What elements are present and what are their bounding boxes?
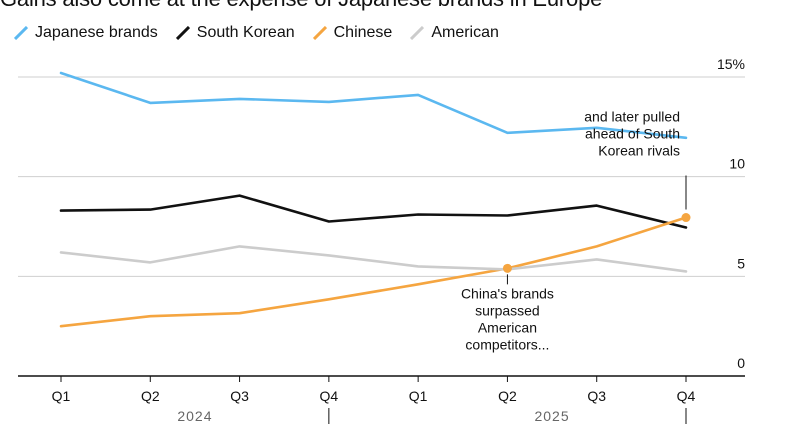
series-line-chinese	[59, 216, 688, 328]
legend-label: Chinese	[333, 24, 393, 41]
series-line-american	[59, 245, 688, 273]
legend-item-chinese: Chinese	[312, 24, 393, 42]
annotation-text: Korean rivals	[598, 143, 680, 159]
annotation-text: ahead of South	[585, 126, 680, 142]
annotation-text: surpassed	[475, 302, 540, 318]
legend-swatch	[410, 26, 425, 40]
x-tick-label: Q2	[141, 388, 160, 404]
y-tick-label: 10	[729, 156, 745, 172]
chart-title: Gains also come at the expense of Japane…	[0, 0, 602, 12]
legend-label: South Korean	[196, 24, 295, 41]
annotation-2: China's brandssurpassedAmericancompetito…	[461, 274, 554, 352]
x-tick-label: Q1	[52, 388, 71, 404]
year-label: 2025	[534, 408, 569, 424]
annotation-point	[681, 213, 691, 223]
y-tick-label: 0	[737, 355, 745, 371]
legend-item-japanese-brands: Japanese brands	[14, 24, 158, 42]
x-tick-label: Q3	[230, 388, 249, 404]
legend-swatch	[14, 26, 28, 40]
legend: Japanese brands South Korean Chinese Americ…	[14, 24, 499, 42]
legend-item-south-korean: South Korean	[175, 24, 295, 42]
legend-swatch	[312, 26, 327, 40]
legend-label: Japanese brands	[35, 24, 158, 41]
x-tick-label: Q2	[498, 388, 517, 404]
legend-label: American	[431, 24, 499, 41]
x-tick-label: Q1	[409, 388, 428, 404]
year-label: 2024	[177, 408, 212, 424]
annotation-text: China's brands	[461, 285, 554, 301]
series-line-japanese-brands	[59, 71, 688, 140]
annotation-point	[502, 263, 512, 273]
legend-item-american: American	[410, 24, 499, 42]
y-tick-label: 5	[737, 255, 745, 271]
y-tick-label: 15%	[717, 56, 745, 72]
legend-swatch	[175, 26, 190, 40]
series-line-south-korean	[59, 194, 688, 229]
annotation-text: American	[478, 319, 537, 335]
annotation-text: competitors...	[465, 336, 549, 352]
x-tick-label: Q4	[320, 388, 339, 404]
x-tick-label: Q4	[677, 388, 696, 404]
annotation-text: and later pulled	[584, 109, 680, 125]
x-tick-label: Q3	[587, 388, 606, 404]
